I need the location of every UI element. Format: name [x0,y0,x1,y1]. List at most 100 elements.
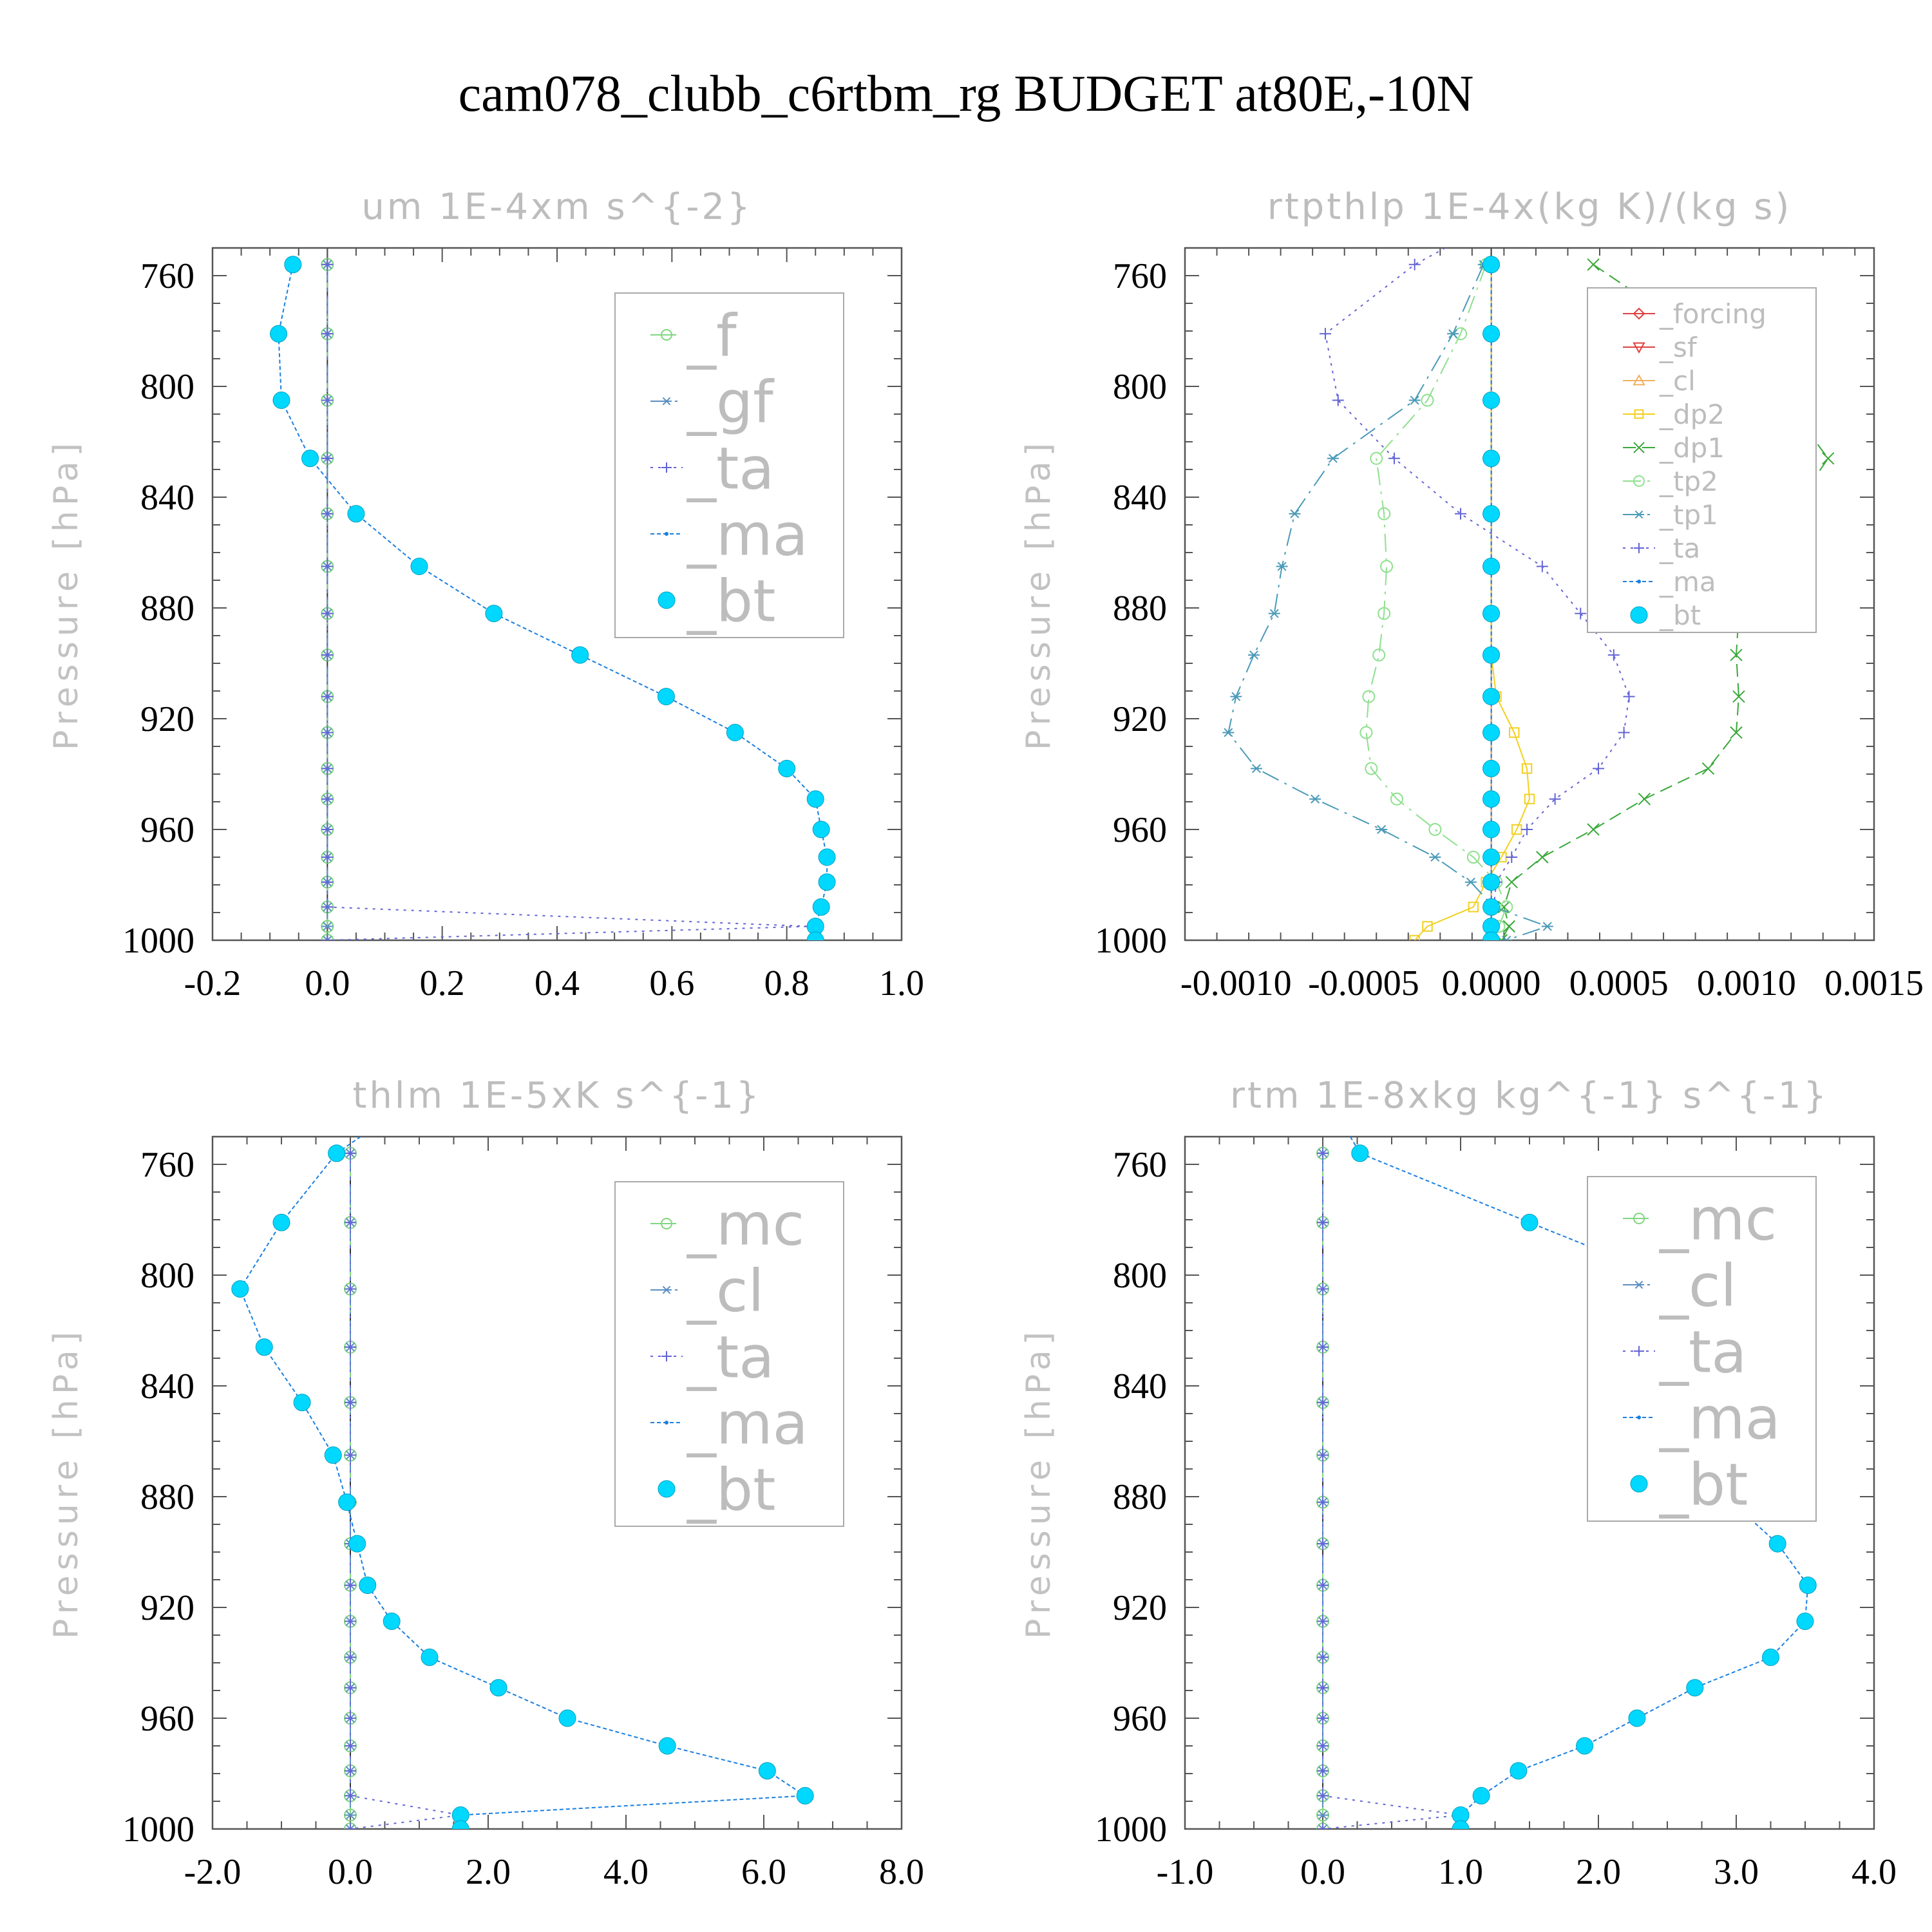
data-point [571,646,589,664]
legend-marker [1637,1416,1641,1419]
data-point [1447,329,1459,339]
data-point [1376,824,1388,835]
data-point [1575,607,1587,620]
x-tick-label: 8.0 [879,1852,924,1892]
data-point [1378,607,1391,620]
data-point [383,1613,401,1630]
data-point [1510,1762,1528,1780]
legend-item-dp2: _dp2 [1623,399,1725,430]
y-tick-label: 920 [1113,1588,1167,1628]
data-point [1628,1709,1646,1727]
data-point [1482,790,1501,808]
x-tick-label: 0.0015 [1824,963,1924,1003]
legend-item-cl: _cl [1623,365,1696,397]
data-point [726,724,744,741]
data-point [293,1394,311,1412]
data-point [1317,1579,1329,1591]
data-point [1587,258,1600,271]
data-point [1468,902,1479,913]
legend-item-forcing: _forcing [1623,298,1766,330]
data-point [1482,688,1501,706]
legend-item-ta: _ta [650,435,774,502]
y-tick-label: 880 [1113,1477,1167,1517]
y-tick-label: 1000 [122,1810,194,1850]
y-tick-label: 840 [140,1367,194,1406]
legend-label: _ta [687,1323,774,1391]
data-point [1482,873,1501,891]
legend-item-ma: _ma [650,501,808,569]
data-point [796,1786,814,1804]
legend-item-cl: _cl [650,1257,764,1325]
x-tick-label: 2.0 [1576,1852,1621,1892]
x-tick-label: -0.2 [184,963,242,1003]
series-line [350,1153,461,1829]
data-point [1521,763,1533,774]
data-point [270,325,288,343]
data-point [1351,1144,1369,1162]
y-tick-label: 1000 [1095,921,1167,961]
legend-label: _mc [687,1191,804,1258]
data-point [324,1446,342,1464]
data-point [1505,875,1518,889]
x-tick-label: 0.0 [305,963,350,1003]
y-tick-label: 960 [140,1699,194,1739]
data-point [1497,900,1511,914]
data-point [658,1737,676,1755]
legend-item-tp1: _tp1 [1623,499,1718,531]
data-point [1317,1823,1329,1829]
data-point [1638,792,1651,806]
y-tick-label: 960 [1113,810,1167,850]
data-point [1268,609,1280,618]
data-point [1482,724,1501,741]
data-point [1289,509,1301,518]
data-point [778,759,796,777]
x-tick-label: -0.0010 [1180,963,1292,1003]
data-point [321,649,334,661]
legend-marker [661,1351,672,1361]
y-tick-label: 840 [1113,1367,1167,1406]
y-tick-label: 760 [1113,256,1167,296]
panel-3: thlm 1E-5xK s^{-1} Pressure [hPa] -2.0 0.0 2… [47,1075,924,1892]
data-point [321,258,334,270]
data-point [1408,395,1421,405]
series-ta [1317,1147,1466,1829]
y-tick-label: 960 [140,810,194,850]
y-tick-label: 880 [140,589,194,629]
legend-label: _mc [1659,1186,1777,1253]
y-tick-label: 800 [1113,1256,1167,1296]
data-point [1482,558,1501,575]
y-axis-label: Pressure [hPa] [47,1327,86,1639]
chart-panels: um 1E-4xm s^{-2} Pressure [hPa] -0.2 0.0 0.2… [47,186,1924,1892]
x-tick-label: 4.0 [1852,1852,1897,1892]
legend-marker [665,532,668,536]
legend-label: _sf [1659,332,1698,363]
panel-title: um 1E-4xm s^{-2} [361,186,752,228]
data-point [1332,394,1344,406]
data-point [1618,726,1630,739]
x-tick-label: 2.0 [466,1852,511,1892]
data-point [321,560,334,573]
legend-marker [1633,307,1645,320]
legend-label: _gf [687,368,775,436]
y-tick-label: 880 [1113,589,1167,629]
data-point [1378,507,1391,520]
data-point [1429,852,1441,862]
legend-label: _ma [687,501,808,569]
y-tick-label: 960 [1113,1699,1167,1739]
data-point [1408,258,1421,270]
legend-box [614,1181,844,1527]
legend-item-bt: _bt [658,567,775,635]
series-line [1501,263,1829,940]
legend-marker [1633,475,1645,487]
legend-marker [661,1285,672,1294]
legend-label: _ma [1659,1385,1781,1452]
series-tp1 [1222,260,1553,940]
x-tick-label: 4.0 [603,1852,649,1892]
data-point [345,1579,356,1591]
data-point [657,688,675,706]
legend-label: _ma [687,1390,808,1457]
data-point [1359,726,1373,739]
x-tick-label: 6.0 [741,1852,786,1892]
data-point [1464,877,1477,887]
plot-area [231,1137,814,1829]
